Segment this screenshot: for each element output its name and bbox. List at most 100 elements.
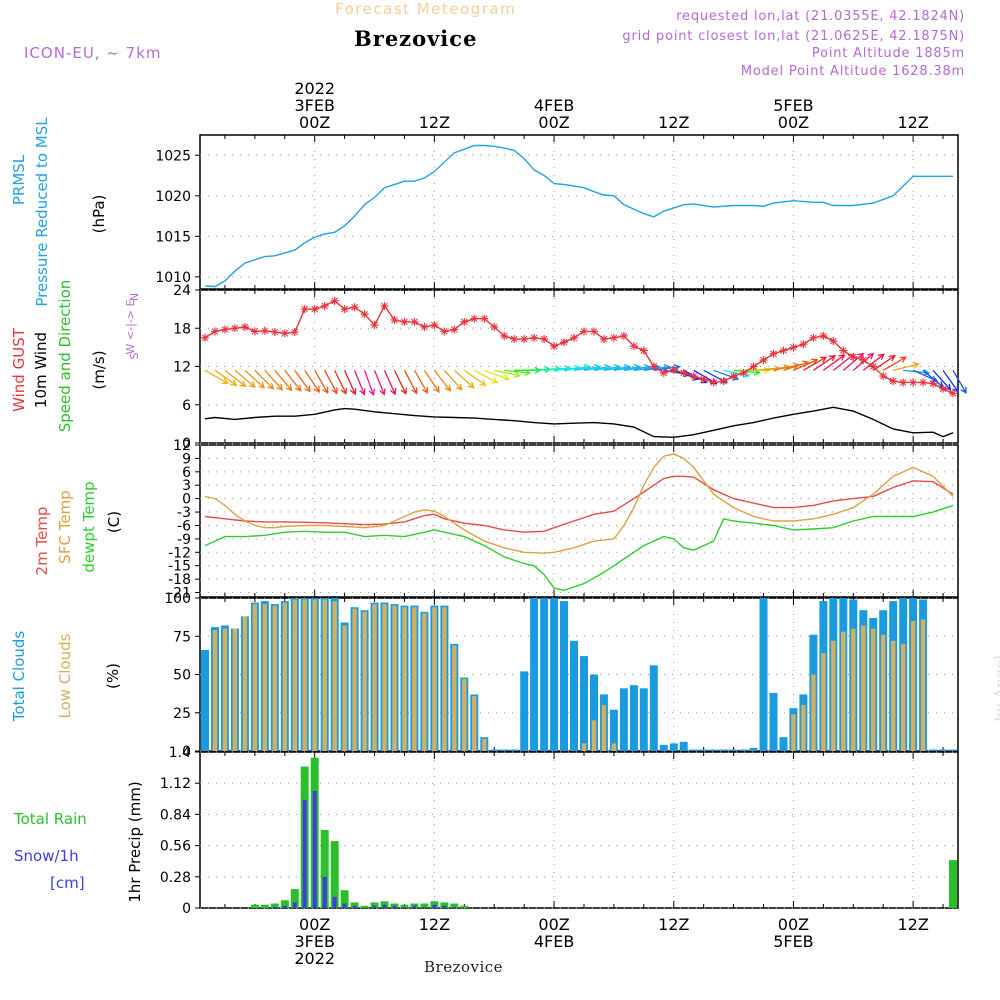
gust-marker xyxy=(450,325,459,334)
total-clouds-bar xyxy=(490,749,499,751)
wind-direction-arrow xyxy=(254,369,275,390)
gust-marker xyxy=(340,305,349,314)
rain-bar xyxy=(949,860,957,908)
marker-stroke xyxy=(610,334,618,342)
gust-marker xyxy=(260,326,269,335)
wind-direction-arrow xyxy=(244,369,266,389)
total-clouds-bar xyxy=(779,737,788,751)
arrow-head xyxy=(389,388,397,396)
total-clouds-bar xyxy=(590,674,598,751)
low-clouds-bar xyxy=(352,608,357,751)
total-clouds-bar xyxy=(570,640,578,751)
y-tick-label: -18 xyxy=(168,572,191,588)
marker-stroke xyxy=(251,328,259,335)
time-label-bottom: 12Z xyxy=(419,915,450,934)
gust-axis-label: Wind GUST xyxy=(10,327,28,412)
rain-bar xyxy=(430,901,439,908)
time-label-top: 00Z xyxy=(778,113,809,132)
gust-marker xyxy=(420,322,429,331)
low-clouds-bar xyxy=(292,599,297,751)
rain-bar xyxy=(250,904,259,908)
arrow-head xyxy=(295,384,302,392)
point-altitude: Point Altitude 1885m xyxy=(811,46,965,61)
arrow-head xyxy=(230,379,238,386)
gust-marker xyxy=(550,342,559,351)
total-clouds-bar xyxy=(739,749,748,751)
wind-direction-arrow xyxy=(234,369,256,388)
marker-stroke xyxy=(929,380,937,388)
compass-ew-label: W <-|-> E xyxy=(124,300,137,355)
marker-stroke xyxy=(221,326,229,333)
gust-marker xyxy=(749,362,758,371)
arrow-head xyxy=(258,381,266,389)
low-clouds-bar xyxy=(232,628,238,751)
rain-bar xyxy=(260,904,269,908)
requested-coords: requested lon,lat (21.0355E, 42.1824N) xyxy=(676,9,965,24)
gust-marker xyxy=(669,365,678,374)
gust-marker xyxy=(759,356,768,365)
marker-stroke xyxy=(780,347,787,354)
low-clouds-bar xyxy=(212,630,218,751)
time-label-top: 4FEB xyxy=(534,96,574,115)
marker-stroke xyxy=(730,372,737,380)
sfc-temp-axis-label: SFC Temp xyxy=(56,490,74,563)
marker-stroke xyxy=(321,302,329,310)
gust-marker xyxy=(879,372,888,381)
marker-stroke xyxy=(810,334,817,342)
arrow-head xyxy=(867,352,875,360)
snow-bar xyxy=(412,905,417,908)
low-clouds-bar xyxy=(891,640,896,751)
marker-stroke xyxy=(201,334,209,342)
total-clouds-bar xyxy=(769,692,778,751)
marker-stroke xyxy=(540,335,548,343)
total-clouds-bar xyxy=(609,709,618,751)
y-tick-label: 0 xyxy=(182,901,191,917)
low-clouds-bar xyxy=(472,695,477,751)
snow-bar xyxy=(272,906,277,908)
rain-bar xyxy=(460,905,469,908)
arrow-shaft xyxy=(224,369,246,387)
arrow-head xyxy=(811,358,819,365)
wind-direction-arrow xyxy=(813,355,837,371)
wind-direction-arrow xyxy=(842,352,865,371)
total-clouds-axis-label: Total Clouds xyxy=(10,631,28,723)
sfc-temp-line xyxy=(204,453,954,554)
arrow-shaft xyxy=(563,366,590,371)
y-tick-label: 1020 xyxy=(155,189,191,205)
total-clouds-bar xyxy=(530,598,539,751)
y-tick-label: -3 xyxy=(177,505,191,521)
arrow-shaft xyxy=(403,370,418,394)
arrow-shaft xyxy=(214,369,237,386)
dewpoint-axis-label: dewpt Temp xyxy=(80,481,98,572)
snow-bar xyxy=(322,876,327,908)
low-clouds-bar xyxy=(392,605,397,751)
marker-stroke xyxy=(311,305,319,313)
y-tick-label: -21 xyxy=(168,586,191,602)
gust-marker xyxy=(200,333,209,342)
low-clouds-bar xyxy=(831,640,836,751)
gust-marker xyxy=(699,375,708,384)
wind-direction-arrow xyxy=(214,369,238,386)
time-label-top: 12Z xyxy=(658,113,689,132)
temp2m-line xyxy=(204,475,954,533)
arrow-shaft xyxy=(573,366,600,371)
marker-stroke xyxy=(381,302,388,310)
gust-marker xyxy=(280,329,289,338)
gust-marker xyxy=(649,362,658,371)
marker-stroke xyxy=(949,389,957,397)
arrow-head xyxy=(276,383,284,391)
arrow-head xyxy=(502,374,510,381)
total-clouds-bar xyxy=(939,749,947,751)
gust-marker xyxy=(819,331,828,340)
marker-stroke xyxy=(720,377,727,385)
arrow-head xyxy=(304,385,311,393)
gust-marker xyxy=(510,335,519,344)
arrow-head xyxy=(368,388,376,397)
gust-marker xyxy=(799,340,808,349)
gust-marker xyxy=(310,305,319,314)
low-clouds-bar xyxy=(342,625,347,751)
y-tick-label: 0 xyxy=(182,744,191,760)
arrow-head xyxy=(313,385,321,394)
arrow-head xyxy=(491,377,499,384)
gust-marker xyxy=(250,327,259,336)
